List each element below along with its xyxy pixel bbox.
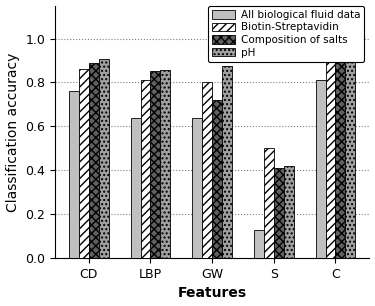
Bar: [264, 148, 274, 258]
Bar: [160, 70, 170, 258]
Bar: [222, 66, 232, 258]
Bar: [274, 168, 284, 258]
Bar: [345, 55, 355, 258]
Bar: [89, 63, 99, 258]
Y-axis label: Classification accuracy: Classification accuracy: [6, 52, 20, 211]
Bar: [326, 58, 335, 258]
Bar: [284, 166, 294, 258]
Bar: [212, 100, 222, 258]
Bar: [192, 118, 202, 258]
Bar: [79, 69, 89, 258]
Bar: [141, 80, 150, 258]
Legend: All biological fluid data, Biotin-Streptavidin, Composition of salts, pH: All biological fluid data, Biotin-Strept…: [208, 6, 364, 62]
Bar: [69, 91, 79, 258]
Bar: [131, 118, 141, 258]
Bar: [202, 82, 212, 258]
X-axis label: Features: Features: [178, 286, 247, 300]
Bar: [99, 59, 109, 258]
Bar: [316, 80, 326, 258]
Bar: [150, 72, 160, 258]
Bar: [254, 230, 264, 258]
Bar: [335, 55, 345, 258]
